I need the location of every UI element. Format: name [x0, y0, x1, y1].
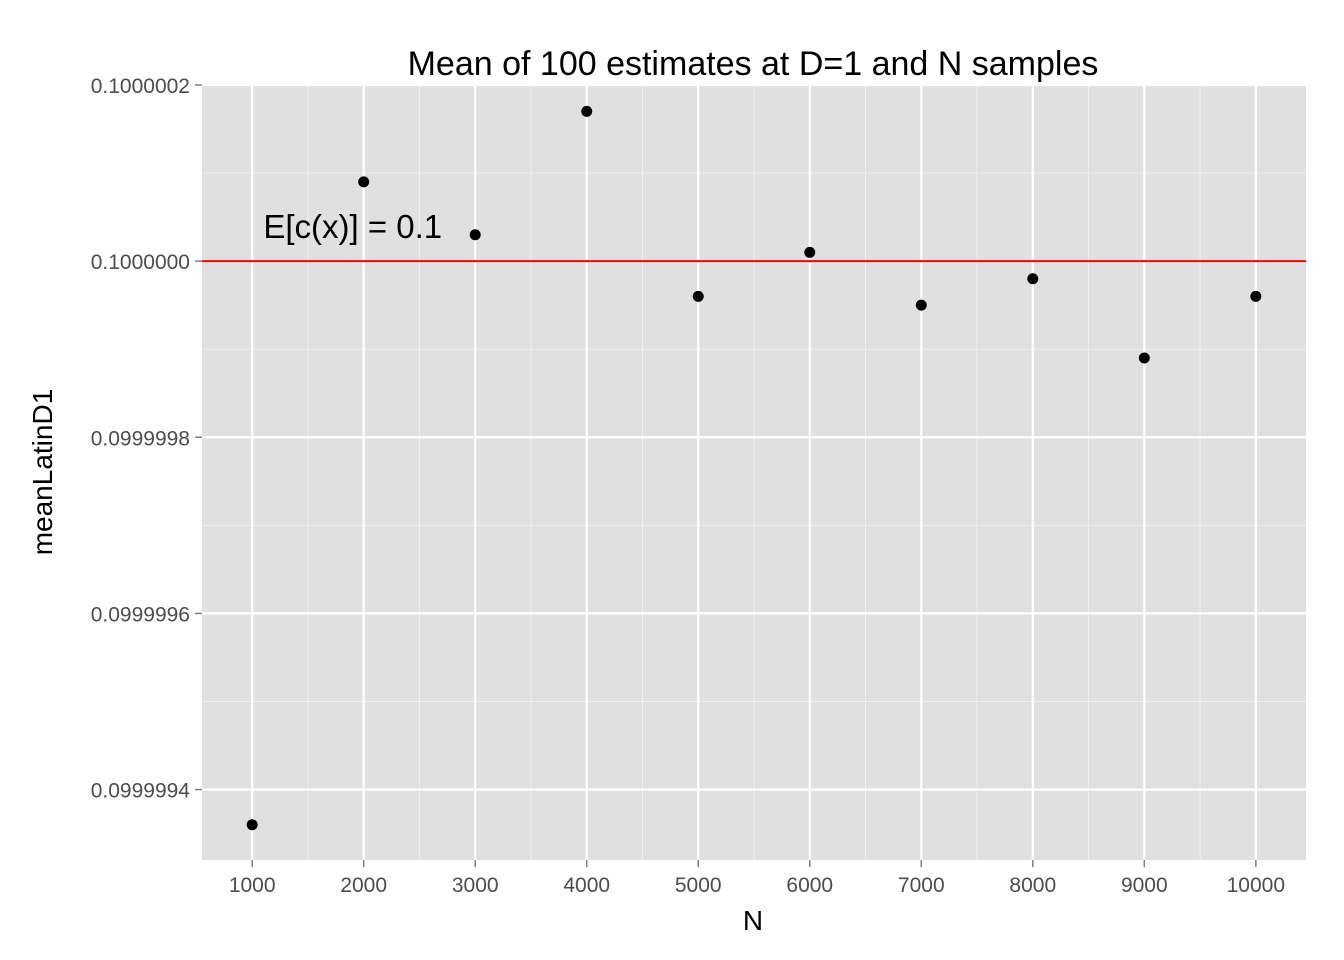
y-axis: 0.0999994 0.0999996 0.0999998 0.1000000 0.10… [91, 75, 202, 803]
x-tick-label: 2000 [340, 874, 387, 897]
major-gridlines [202, 83, 1306, 860]
x-tick-label: 4000 [563, 874, 610, 897]
minor-gridlines [202, 85, 1306, 860]
data-point [915, 299, 927, 311]
y-tick-label: 0.0999996 [91, 603, 190, 626]
data-point [358, 176, 370, 188]
x-axis: 1000 2000 3000 4000 5000 6000 7000 8000 9000 1000… [229, 860, 1285, 897]
y-axis-title: meanLatinD1 [27, 389, 58, 556]
x-tick-label: 3000 [452, 874, 499, 897]
x-tick-label: 8000 [1009, 874, 1056, 897]
data-point [1138, 352, 1150, 364]
x-tick-label: 10000 [1227, 874, 1285, 897]
data-point [1027, 273, 1039, 285]
data-point [1250, 290, 1262, 302]
data-points [246, 105, 1262, 831]
data-point [581, 105, 593, 117]
y-tick-label: 0.1000000 [91, 251, 190, 274]
x-tick-label: 9000 [1121, 874, 1168, 897]
x-tick-label: 6000 [786, 874, 833, 897]
data-point [692, 290, 704, 302]
reference-line-label: E[c(x)] = 0.1 [263, 208, 442, 245]
chart-title: Mean of 100 estimates at D=1 and N sampl… [408, 45, 1099, 83]
data-point [246, 819, 258, 831]
x-tick-label: 5000 [675, 874, 722, 897]
x-axis-title: N [743, 905, 763, 936]
y-tick-label: 0.0999994 [91, 780, 191, 803]
data-point [469, 229, 481, 241]
data-point [804, 246, 816, 258]
y-tick-label: 0.1000002 [91, 75, 190, 98]
x-tick-label: 7000 [898, 874, 945, 897]
y-tick-label: 0.0999998 [91, 427, 190, 450]
x-tick-label: 1000 [229, 874, 276, 897]
